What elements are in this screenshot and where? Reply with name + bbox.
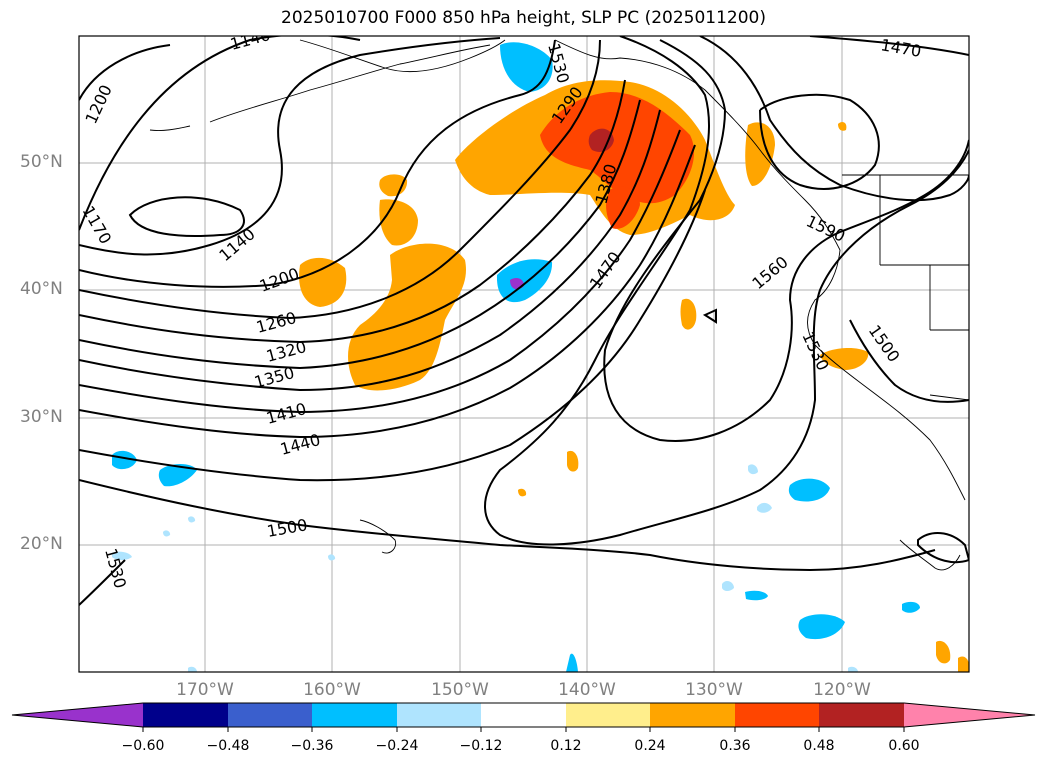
colorbar-segment [566,703,650,727]
colorbar-tick-label: 0.60 [888,738,920,754]
colorbar-extend-high [904,703,1035,727]
colorbar-segment [481,703,566,727]
map-frame [78,35,970,673]
colorbar-segment [143,703,228,727]
colorbar [11,702,1036,732]
lat-label: 20°N [20,534,63,554]
lat-label: 30°N [20,407,63,427]
lat-label: 50°N [20,152,63,172]
height-contours [79,36,969,606]
colorbar-extend-low [12,703,143,727]
colorbar-tick-label: 0.48 [803,738,835,754]
colorbar-tick-label: 0.36 [719,738,751,754]
colorbar-segment [819,703,904,727]
lon-label: 150°W [431,680,489,700]
coastlines [149,39,969,571]
lon-label: 170°W [176,680,234,700]
lon-label: 120°W [813,680,871,700]
colorbar-segment [735,703,819,727]
colorbar-tick-label: −0.36 [290,738,334,754]
colorbar-tick-label: −0.12 [459,738,503,754]
colorbar-tick-label: 0.12 [550,738,582,754]
colorbar-segment [228,703,312,727]
colorbar-tick-label: −0.24 [375,738,419,754]
lon-label: 160°W [303,680,361,700]
colorbar-segment [397,703,481,727]
positive-anomaly-shading [299,80,969,672]
negative-anomaly-shading [112,42,920,672]
colorbar-tick-label: 0.24 [634,738,666,754]
colorbar-segment [312,703,397,727]
colorbar-tick-label: −0.48 [206,738,250,754]
chart-title: 2025010700 F000 850 hPa height, SLP PC (… [281,8,766,28]
colorbar-tick-label: −0.60 [121,738,165,754]
lon-label: 130°W [685,680,743,700]
lon-label: 140°W [558,680,616,700]
colorbar-segment [650,703,735,727]
lat-label: 40°N [20,279,63,299]
